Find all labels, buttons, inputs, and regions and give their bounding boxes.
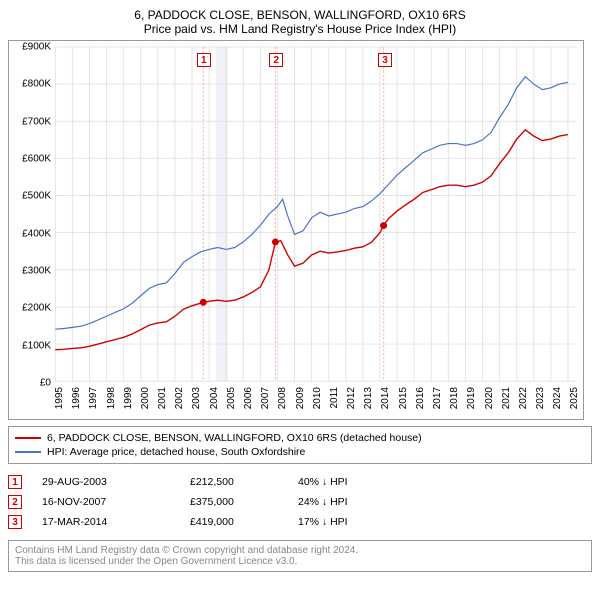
sale-date: 29-AUG-2003 xyxy=(30,476,182,488)
legend-item-property: 6, PADDOCK CLOSE, BENSON, WALLINGFORD, O… xyxy=(15,431,585,445)
sale-price: £419,000 xyxy=(190,516,290,528)
y-tick-label: £200K xyxy=(9,303,51,314)
legend-label: HPI: Average price, detached house, Sout… xyxy=(47,446,305,458)
chart-title-block: 6, PADDOCK CLOSE, BENSON, WALLINGFORD, O… xyxy=(8,8,592,36)
y-tick-label: £0 xyxy=(9,378,51,389)
title-subtitle: Price paid vs. HM Land Registry's House … xyxy=(8,22,592,36)
y-tick-label: £800K xyxy=(9,79,51,90)
sale-marker-flag: 1 xyxy=(197,53,211,67)
legend-swatch xyxy=(15,451,41,453)
attribution: Contains HM Land Registry data © Crown c… xyxy=(8,540,592,572)
y-tick-label: £600K xyxy=(9,154,51,165)
sale-date: 17-MAR-2014 xyxy=(30,516,182,528)
sale-marker-flag: 2 xyxy=(269,53,283,67)
sale-diff-vs-hpi: 17% ↓ HPI xyxy=(298,516,418,528)
sale-marker-icon: 3 xyxy=(8,515,22,529)
legend-label: 6, PADDOCK CLOSE, BENSON, WALLINGFORD, O… xyxy=(47,432,422,444)
sale-date: 16-NOV-2007 xyxy=(30,496,182,508)
legend: 6, PADDOCK CLOSE, BENSON, WALLINGFORD, O… xyxy=(8,426,592,464)
x-tick-label: 2025 xyxy=(570,387,600,409)
y-tick-label: £100K xyxy=(9,340,51,351)
sale-price: £212,500 xyxy=(190,476,290,488)
y-tick-label: £500K xyxy=(9,191,51,202)
sale-price: £375,000 xyxy=(190,496,290,508)
y-tick-label: £300K xyxy=(9,266,51,277)
chart-svg xyxy=(9,41,583,419)
chart-container: £0 £100K £200K £300K £400K £500K £600K £700K £80… xyxy=(8,40,584,420)
sale-marker-icon: 1 xyxy=(8,475,22,489)
sale-diff-vs-hpi: 24% ↓ HPI xyxy=(298,496,418,508)
y-tick-label: £400K xyxy=(9,228,51,239)
sales-row: 1 29-AUG-2003 £212,500 40% ↓ HPI xyxy=(8,472,592,492)
sales-row: 3 17-MAR-2014 £419,000 17% ↓ HPI xyxy=(8,512,592,532)
legend-item-hpi: HPI: Average price, detached house, Sout… xyxy=(15,445,585,459)
y-tick-label: £900K xyxy=(9,42,51,53)
sale-marker-icon: 2 xyxy=(8,495,22,509)
sales-table: 1 29-AUG-2003 £212,500 40% ↓ HPI 2 16-NO… xyxy=(8,472,592,532)
attribution-line: This data is licensed under the Open Gov… xyxy=(15,556,585,567)
sale-diff-vs-hpi: 40% ↓ HPI xyxy=(298,476,418,488)
title-address: 6, PADDOCK CLOSE, BENSON, WALLINGFORD, O… xyxy=(8,8,592,22)
sale-marker-flag: 3 xyxy=(378,53,392,67)
attribution-line: Contains HM Land Registry data © Crown c… xyxy=(15,545,585,556)
y-tick-label: £700K xyxy=(9,116,51,127)
sales-row: 2 16-NOV-2007 £375,000 24% ↓ HPI xyxy=(8,492,592,512)
legend-swatch xyxy=(15,437,41,439)
